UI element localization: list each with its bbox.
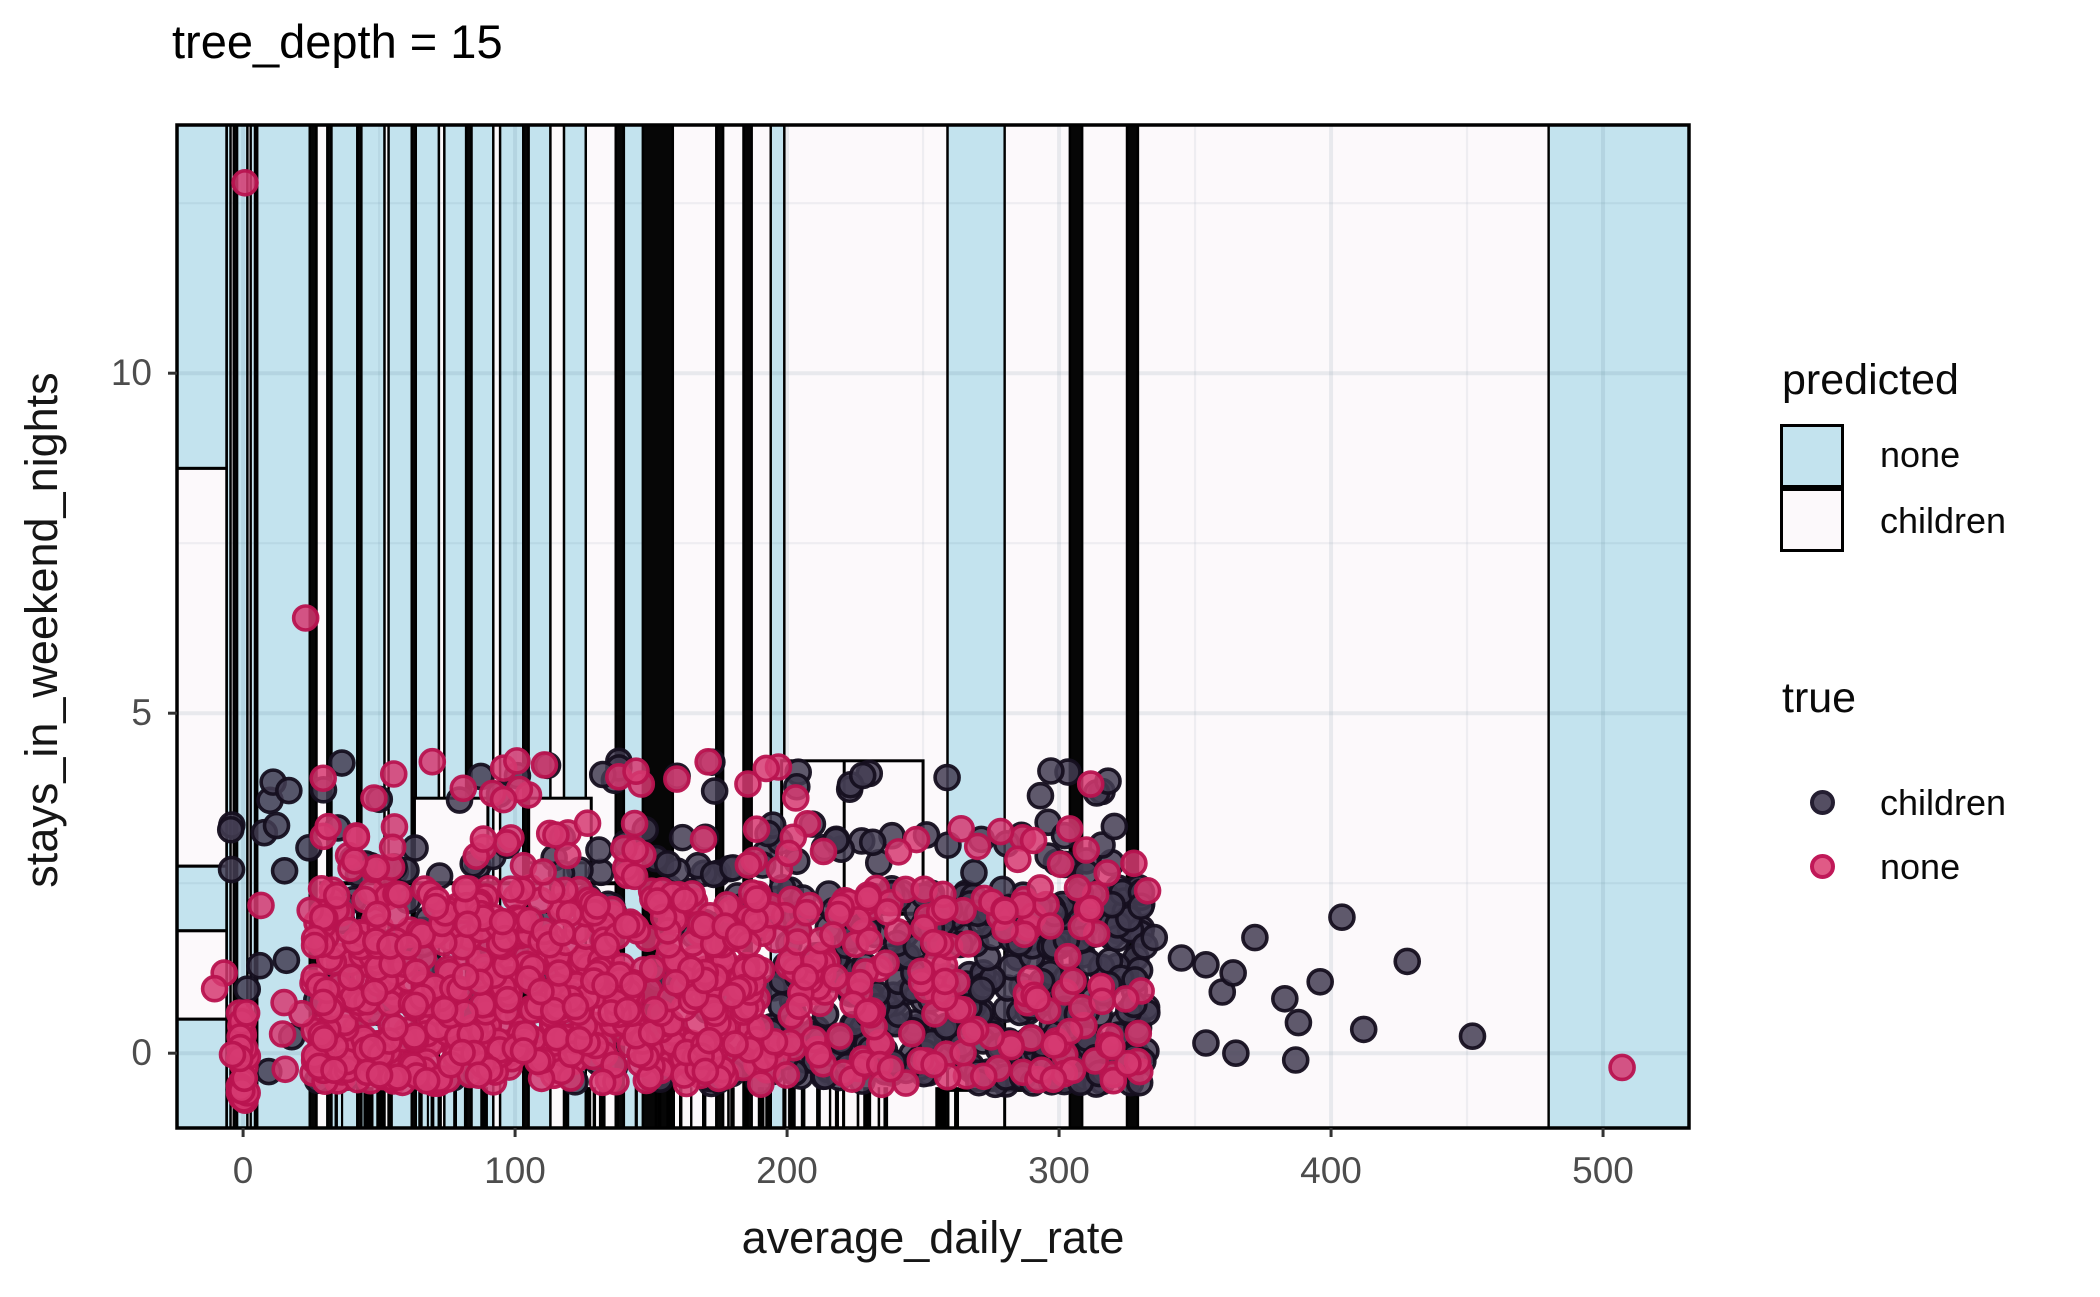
- x-axis-title: average_daily_rate: [741, 1212, 1125, 1263]
- legend-predicted-title: predicted: [1782, 356, 1959, 404]
- plot-title: tree_depth = 15: [172, 15, 503, 68]
- legend-dot-none: [1810, 854, 1835, 879]
- legend-true-label-children: children: [1880, 782, 2007, 823]
- y-tick-label: 10: [110, 352, 152, 393]
- legend-swatch-children: [1780, 488, 1844, 552]
- legend-predicted-label-children: children: [1880, 500, 2007, 541]
- legend-true-label-none: none: [1880, 846, 1961, 887]
- x-tick-label: 100: [484, 1150, 546, 1191]
- legend-predicted-label-none: none: [1880, 434, 1961, 475]
- y-axis-title: stays_in_weekend_nights: [16, 372, 67, 888]
- x-tick-label: 200: [756, 1150, 818, 1191]
- legend-swatch-none: [1780, 424, 1844, 488]
- legend-dot-children: [1810, 790, 1835, 815]
- x-tick-label: 0: [232, 1150, 254, 1191]
- y-tick-label: 5: [131, 692, 152, 733]
- y-tick-label: 0: [131, 1032, 152, 1073]
- legend-true-title: true: [1782, 674, 1857, 722]
- x-tick-label: 300: [1028, 1150, 1090, 1191]
- x-tick-label: 400: [1300, 1150, 1362, 1191]
- x-tick-label: 500: [1572, 1150, 1634, 1191]
